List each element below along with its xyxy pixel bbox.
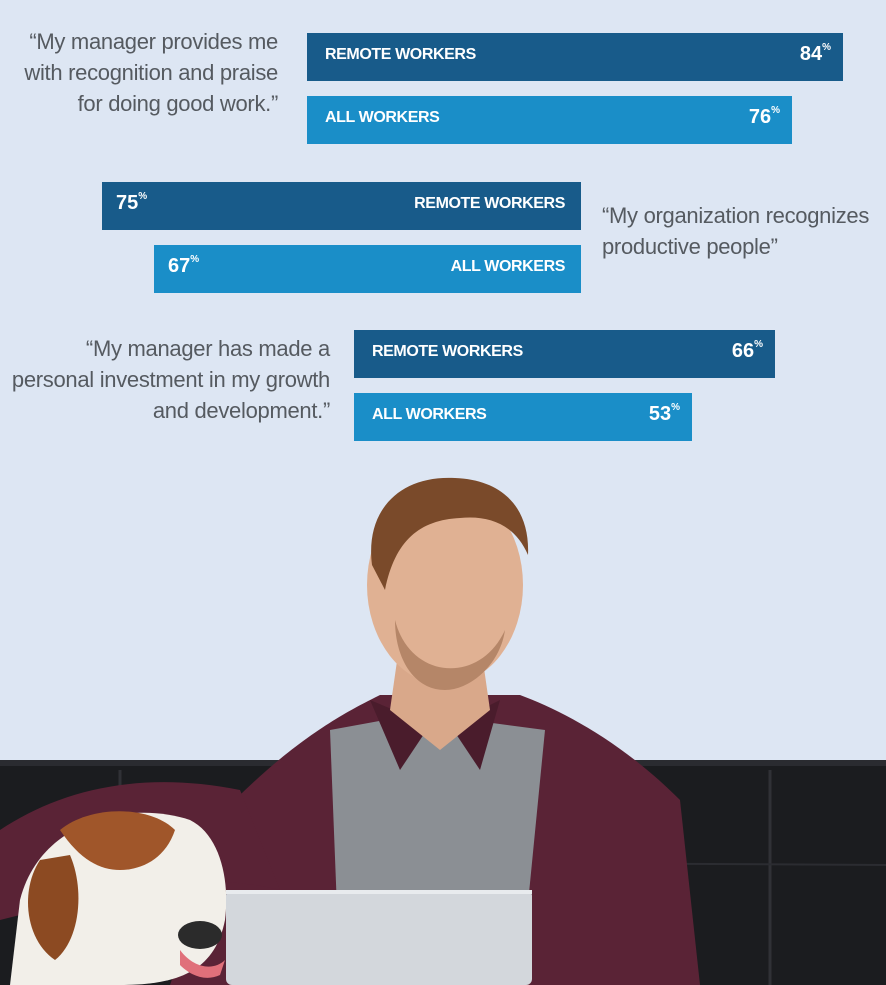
bar-1-all-workers: ALL WORKERS 76%	[307, 96, 792, 144]
bar-series-label: ALL WORKERS	[372, 406, 487, 423]
quote-3: “My manager has made a personal investme…	[11, 336, 330, 423]
man-hair	[371, 477, 529, 590]
bar-value-label: 75%	[116, 191, 148, 214]
bar-value-label: 76%	[748, 105, 780, 128]
bar-3-remote-workers: REMOTE WORKERS 66%	[354, 330, 775, 378]
photo-man-with-dog-and-laptop	[0, 477, 886, 985]
quote-1: “My manager provides me with recognition…	[24, 29, 278, 116]
bar-2-all-workers: ALL WORKERS 67%	[154, 245, 581, 293]
bar-value-label: 84%	[799, 42, 831, 65]
bar-2-remote-workers: REMOTE WORKERS 75%	[102, 182, 581, 230]
bar-series-label: REMOTE WORKERS	[414, 195, 565, 212]
bar-series-label: REMOTE WORKERS	[372, 343, 523, 360]
bar-value-label: 66%	[731, 339, 763, 362]
quote-2: “My organization recognizes productive p…	[602, 203, 870, 259]
laptop	[226, 890, 532, 985]
chart: “My manager provides me with recognition…	[0, 0, 886, 470]
bar-1-remote-workers: REMOTE WORKERS 84%	[307, 33, 843, 81]
bar-series-label: REMOTE WORKERS	[325, 46, 476, 63]
bar-series-label: ALL WORKERS	[325, 109, 440, 126]
bar-value-label: 53%	[648, 402, 680, 425]
bar-value-label: 67%	[168, 254, 200, 277]
bar-3-all-workers: ALL WORKERS 53%	[354, 393, 692, 441]
bar-series-label: ALL WORKERS	[450, 258, 566, 275]
